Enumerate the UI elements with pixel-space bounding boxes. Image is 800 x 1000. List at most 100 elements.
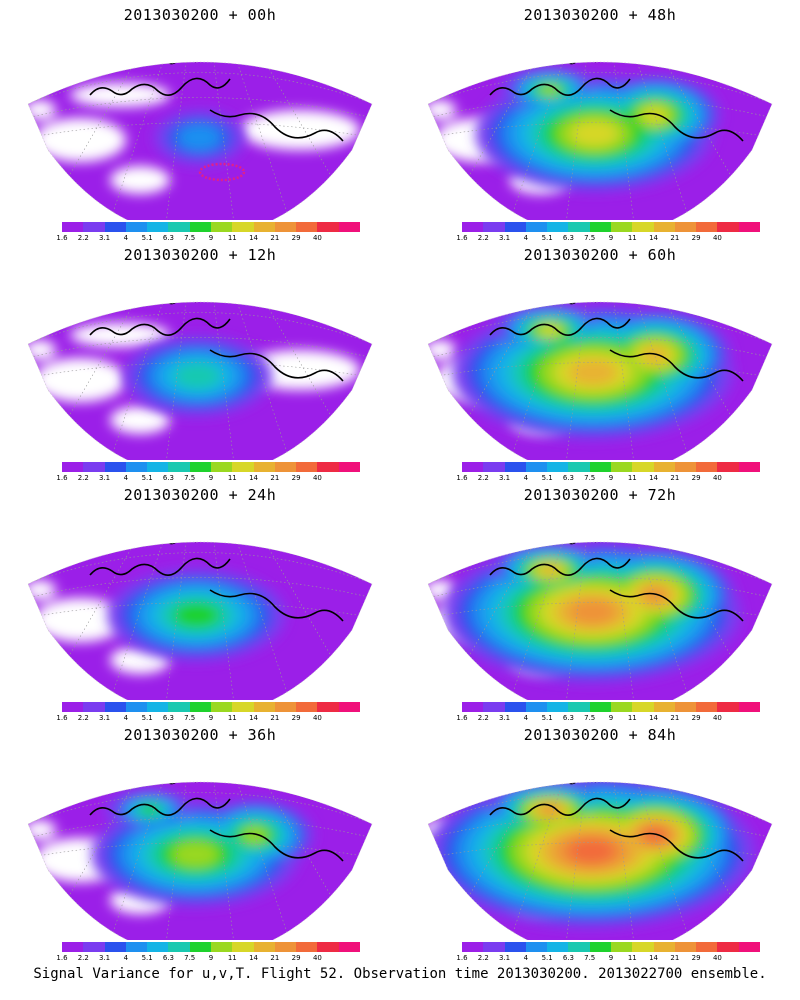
colorbar-swatch <box>547 222 569 232</box>
colorbar-labels: 1.6 2.2 3.1 4 5.1 6.3 7.5 9 11 14 21 29 40 <box>56 714 360 724</box>
colorbar-tick-label: 6.3 <box>162 474 174 482</box>
colorbar-tick-label: 21 <box>670 714 680 722</box>
panel-title: 2013030200 + 48h <box>523 6 677 24</box>
colorbar-swatch <box>232 942 254 952</box>
colorbar-tick-label: 21 <box>670 234 680 242</box>
colorbar-tick-label: 2.2 <box>477 714 489 722</box>
map-panel: 2013030200 + 60h 1.6 2.2 3.1 4 5.1 6.3 7.5 9 11 14… <box>400 240 800 482</box>
colorbar-labels: 1.6 2.2 3.1 4 5.1 6.3 7.5 9 11 14 21 29 40 <box>456 474 760 484</box>
colorbar-swatch <box>104 222 126 232</box>
colorbar-tick-label: 14 <box>649 714 659 722</box>
colorbar-swatch <box>525 942 548 952</box>
colorbar-swatch <box>610 462 633 472</box>
colorbar-swatch <box>589 702 611 712</box>
colorbar-swatch <box>338 462 360 472</box>
colorbar-tick-label: 5.1 <box>141 234 153 242</box>
colorbar-swatch <box>717 222 739 232</box>
colorbar-tick-label: 3.1 <box>498 234 511 242</box>
colorbar-tick-label: 21 <box>270 954 280 962</box>
colorbar-tick-label: 11 <box>627 234 637 242</box>
colorbar-labels: 1.6 2.2 3.1 4 5.1 6.3 7.5 9 11 14 21 29 40 <box>456 954 760 964</box>
colorbar-swatch <box>317 942 339 952</box>
colorbar-swatch <box>504 702 526 712</box>
flight-track <box>198 162 246 182</box>
colorbar-tick-label: 7.5 <box>184 474 196 482</box>
colorbar-tick-label: 11 <box>227 714 237 722</box>
colorbar-tick-label: 14 <box>249 474 259 482</box>
colorbar-swatch <box>125 222 148 232</box>
colorbar-swatch <box>525 702 548 712</box>
colorbar-swatch <box>738 222 760 232</box>
colorbar-swatch <box>189 942 211 952</box>
colorbar-tick-label: 5.1 <box>141 714 153 722</box>
colorbar-tick-label: 2.2 <box>477 474 489 482</box>
colorbar-tick-label: 5.1 <box>541 954 553 962</box>
colorbar-tick-label: 40 <box>712 954 722 962</box>
colorbar-tick-label: 21 <box>270 714 280 722</box>
colorbar-tick-label: 1.6 <box>456 714 468 722</box>
colorbar-tick-label: 4 <box>523 954 529 962</box>
colorbar-tick-label: 4 <box>123 714 129 722</box>
colorbar-swatch <box>462 942 484 952</box>
colorbar-tick-label: 14 <box>249 714 259 722</box>
colorbar-tick-label: 11 <box>627 474 637 482</box>
colorbar-swatch <box>696 222 718 232</box>
colorbar-swatch <box>296 702 318 712</box>
colorbar-tick-label: 21 <box>670 954 680 962</box>
colorbar-tick-label: 3.1 <box>98 714 111 722</box>
colorbar-swatch <box>504 462 526 472</box>
colorbar-tick-label: 11 <box>227 954 237 962</box>
colorbar-swatch <box>483 702 505 712</box>
colorbar-tick-label: 9 <box>208 234 214 242</box>
colorbar-tick-label: 29 <box>291 714 301 722</box>
colorbar-tick-label: 14 <box>649 234 659 242</box>
colorbar-tick-label: 4 <box>523 474 529 482</box>
colorbar-swatch <box>338 942 360 952</box>
colorbar-tick-label: 1.6 <box>56 714 68 722</box>
colorbar-swatch <box>274 462 297 472</box>
colorbar-swatch <box>674 222 697 232</box>
colorbar-swatch <box>147 462 169 472</box>
colorbar <box>62 222 360 232</box>
colorbar-tick-label: 7.5 <box>184 954 196 962</box>
colorbar-swatch <box>568 222 590 232</box>
colorbar-tick-label: 7.5 <box>584 234 596 242</box>
colorbar-swatch <box>253 222 275 232</box>
colorbar-swatch <box>210 462 233 472</box>
colorbar-tick-label: 29 <box>691 714 701 722</box>
variance-map <box>427 61 773 220</box>
colorbar-labels: 1.6 2.2 3.1 4 5.1 6.3 7.5 9 11 14 21 29 40 <box>56 954 360 964</box>
colorbar-swatch <box>168 942 190 952</box>
colorbar <box>462 222 760 232</box>
variance-map <box>27 301 373 460</box>
colorbar-labels: 1.6 2.2 3.1 4 5.1 6.3 7.5 9 11 14 21 29 40 <box>456 234 760 244</box>
colorbar-swatch <box>696 942 718 952</box>
colorbar-swatch <box>83 702 105 712</box>
variance-map <box>427 541 773 700</box>
colorbar-swatch <box>610 942 633 952</box>
colorbar-swatch <box>610 702 633 712</box>
colorbar-swatch <box>462 222 484 232</box>
colorbar-labels: 1.6 2.2 3.1 4 5.1 6.3 7.5 9 11 14 21 29 40 <box>56 474 360 484</box>
colorbar-swatch <box>738 462 760 472</box>
colorbar-tick-label: 2.2 <box>77 714 89 722</box>
colorbar-tick-label: 7.5 <box>584 714 596 722</box>
colorbar-swatch <box>232 702 254 712</box>
colorbar-tick-label: 14 <box>249 234 259 242</box>
panel-title: 2013030200 + 24h <box>123 486 277 504</box>
colorbar-swatch <box>317 462 339 472</box>
colorbar-tick-label: 7.5 <box>584 474 596 482</box>
colorbar-tick-label: 3.1 <box>498 714 511 722</box>
figure-caption: Signal Variance for u,v,T. Flight 52. Ob… <box>33 966 767 982</box>
colorbar-tick-label: 40 <box>712 234 722 242</box>
colorbar-swatch <box>104 462 126 472</box>
colorbar-swatch <box>462 462 484 472</box>
colorbar <box>462 702 760 712</box>
colorbar-swatch <box>568 462 590 472</box>
colorbar-swatch <box>674 702 697 712</box>
colorbar-swatch <box>717 462 739 472</box>
panel-title: 2013030200 + 72h <box>523 486 677 504</box>
colorbar-tick-label: 9 <box>208 954 214 962</box>
colorbar-swatch <box>147 222 169 232</box>
colorbar-tick-label: 29 <box>291 474 301 482</box>
